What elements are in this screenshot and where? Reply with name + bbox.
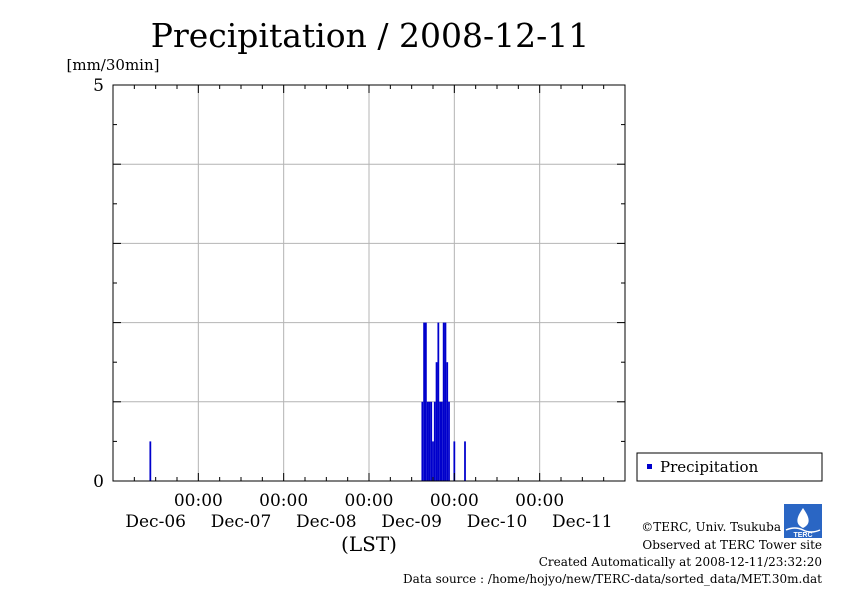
- x-tick-date: Dec-08: [296, 512, 357, 532]
- precipitation-bar: [446, 362, 449, 481]
- y-axis-unit-label: [mm/30min]: [67, 56, 160, 74]
- precipitation-bar: [442, 322, 445, 481]
- precipitation-bar: [433, 401, 436, 481]
- x-tick-time: 00:00: [174, 491, 223, 511]
- precipitation-bar: [444, 322, 447, 481]
- precipitation-bar: [441, 401, 443, 481]
- y-tick-label: 0: [93, 472, 104, 492]
- chart-title: Precipitation / 2008-12-11: [151, 16, 589, 55]
- precipitation-bar: [432, 441, 434, 481]
- credit-created: Created Automatically at 2008-12-11/23:3…: [539, 555, 822, 569]
- precipitation-bar: [464, 441, 466, 481]
- legend-box: [636, 452, 823, 482]
- y-tick-label: 5: [93, 76, 104, 96]
- x-tick-date: Dec-06: [125, 512, 186, 532]
- precipitation-bar: [437, 322, 440, 481]
- precipitation-bar: [426, 401, 429, 481]
- precipitation-bar: [428, 401, 431, 481]
- y-tick-labels: 05: [93, 76, 104, 492]
- logo-text: TERC: [793, 532, 812, 539]
- x-tick-time: 00:00: [515, 491, 564, 511]
- x-tick-date: Dec-09: [381, 512, 442, 532]
- x-axis-label: (LST): [341, 532, 397, 556]
- credit-datasource: Data source : /home/hojyo/new/TERC-data/…: [403, 572, 822, 586]
- x-tick-date: Dec-07: [211, 512, 272, 532]
- precipitation-bar: [430, 401, 433, 481]
- precipitation-bar: [425, 322, 427, 481]
- axis-ticks: [112, 84, 626, 482]
- credit-observed: Observed at TERC Tower site: [642, 538, 822, 552]
- precipitation-bar: [435, 362, 438, 481]
- precipitation-bar: [439, 401, 441, 481]
- x-tick-time: 00:00: [430, 491, 479, 511]
- precipitation-bar: [448, 401, 450, 481]
- credit-copyright: ©TERC, Univ. Tsukuba: [641, 520, 781, 534]
- legend-label: Precipitation: [660, 458, 759, 476]
- grid-lines: [113, 85, 625, 481]
- precipitation-bar: [149, 441, 152, 481]
- x-tick-date: Dec-11: [552, 512, 613, 532]
- terc-logo: TERC: [784, 504, 822, 539]
- x-tick-date: Dec-10: [467, 512, 528, 532]
- legend: Precipitation: [636, 452, 823, 482]
- x-tick-time: 00:00: [259, 491, 308, 511]
- precipitation-bar: [421, 401, 424, 481]
- x-tick-labels: 00:00Dec-0600:00Dec-0700:00Dec-0800:00De…: [125, 491, 612, 532]
- precipitation-bar: [453, 441, 456, 481]
- precipitation-bar: [423, 322, 425, 481]
- precipitation-bars: [149, 322, 466, 481]
- legend-swatch: [647, 464, 652, 469]
- x-tick-time: 00:00: [345, 491, 394, 511]
